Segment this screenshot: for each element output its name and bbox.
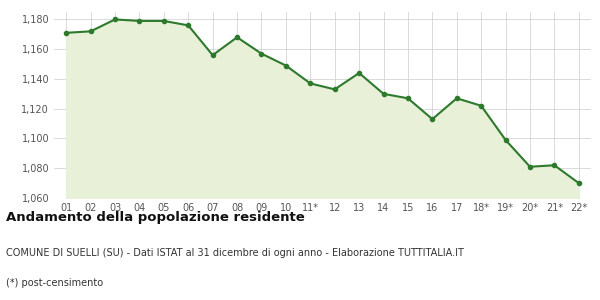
Text: Andamento della popolazione residente: Andamento della popolazione residente (6, 212, 305, 224)
Text: COMUNE DI SUELLI (SU) - Dati ISTAT al 31 dicembre di ogni anno - Elaborazione TU: COMUNE DI SUELLI (SU) - Dati ISTAT al 31… (6, 248, 464, 257)
Text: (*) post-censimento: (*) post-censimento (6, 278, 103, 287)
